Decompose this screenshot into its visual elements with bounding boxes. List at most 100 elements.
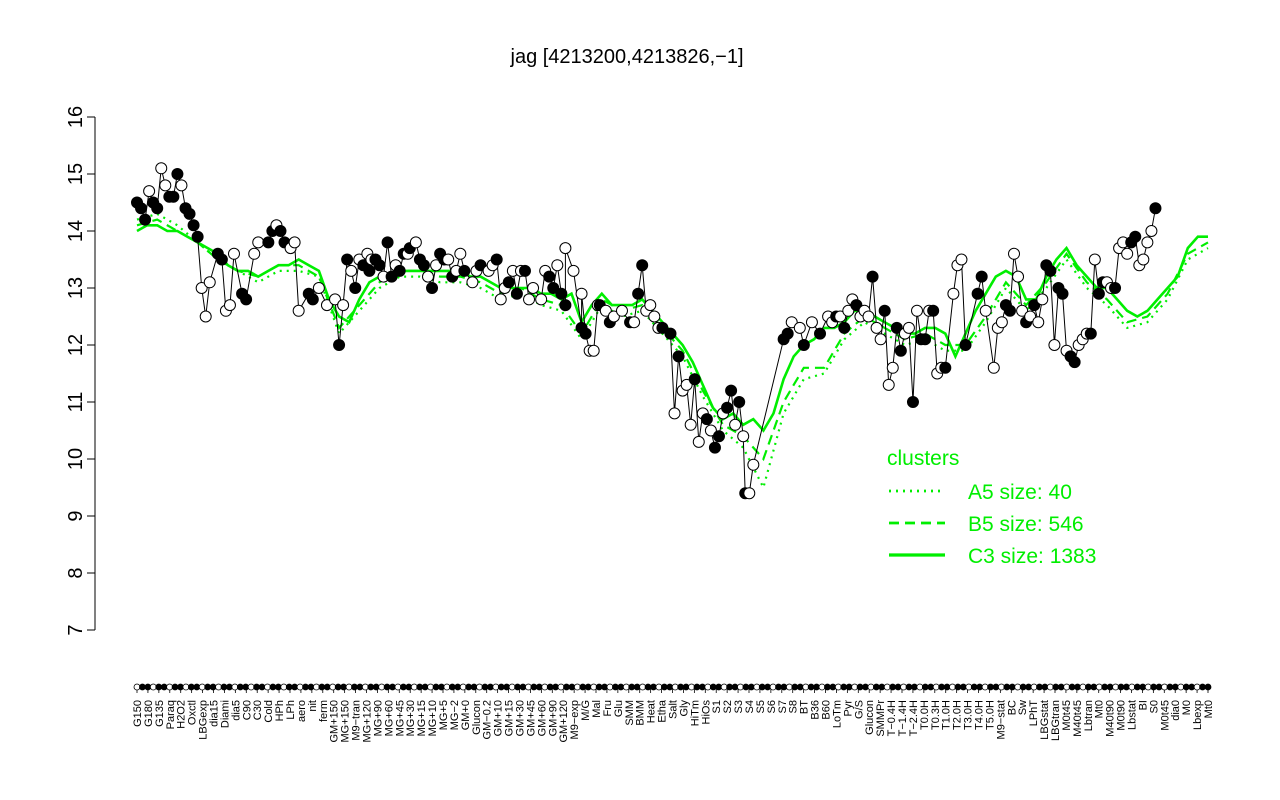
data-point [995, 316, 1008, 329]
x-tick-label: MG+30 [405, 700, 417, 736]
data-point [341, 253, 354, 266]
data-point [421, 270, 434, 283]
data-point [312, 282, 325, 294]
x-tick-label: S6 [766, 700, 778, 713]
data-point [842, 304, 855, 317]
x-tick-label: G/S [853, 700, 865, 719]
data-point [894, 344, 907, 357]
x-tick-label: LBGexp [198, 700, 210, 740]
data-point [688, 373, 701, 386]
y-tick-label: 13 [65, 277, 87, 299]
data-point [292, 304, 305, 317]
data-point [240, 293, 253, 306]
x-tick-label: S4 [744, 700, 756, 713]
data-point [262, 236, 275, 249]
x-tick-label: BI [1137, 700, 1149, 710]
data-point [1003, 304, 1016, 317]
y-tick-label: 11 [65, 392, 87, 413]
data-point [599, 304, 612, 317]
data-point [1129, 230, 1142, 243]
data-point [1145, 225, 1158, 237]
data-point [838, 321, 851, 334]
data-point [183, 207, 196, 220]
data-point [567, 264, 580, 277]
x-tick-label: M40t90 [1105, 700, 1117, 737]
data-point [363, 264, 376, 277]
x-tick-label: nit [307, 700, 319, 712]
data-point [939, 361, 952, 374]
x-tick-label: SMMPr [875, 700, 887, 737]
data-point [381, 236, 394, 249]
data-point [870, 321, 883, 334]
x-tick-label: aero [296, 700, 308, 722]
chart-title: jag [4213200,4213826,−1] [510, 46, 744, 68]
data-point [615, 304, 628, 317]
data-point [155, 162, 168, 175]
data-point [886, 361, 899, 374]
x-tick-label: Pyr [842, 700, 854, 717]
x-tick-label: MG+60 [383, 700, 395, 736]
x-tick-label: S1 [711, 700, 723, 713]
data-point [171, 168, 184, 180]
data-point [474, 259, 487, 272]
data-point [668, 407, 681, 420]
x-tick-label: HiOs [700, 700, 712, 725]
x-tick-label: BT [799, 700, 811, 714]
data-point [195, 282, 208, 294]
data-point [409, 236, 422, 249]
data-point [979, 304, 992, 317]
x-tick-label: S7 [777, 700, 789, 713]
data-point [747, 458, 760, 471]
x-tick-label: GM+10 [493, 700, 505, 736]
x-tick-label: M9−exp [569, 700, 581, 739]
y-tick-label: 14 [65, 220, 87, 242]
x-tick-label: Oxctl [187, 700, 199, 725]
data-point [510, 287, 523, 300]
data-point [1048, 339, 1061, 351]
data-point [628, 316, 641, 329]
data-point [737, 430, 750, 443]
x-tick-label: H2O2 [176, 700, 188, 729]
x-tick-label: BMM [635, 700, 647, 726]
data-point [442, 253, 455, 266]
data-point [947, 287, 960, 300]
x-tick-label: GM+0 [460, 700, 472, 730]
data-point [975, 270, 988, 283]
data-point [215, 253, 228, 266]
legend-entry-label: A5 size: 40 [968, 481, 1072, 504]
data-point [458, 264, 471, 277]
data-point [814, 327, 827, 340]
y-tick-label: 9 [65, 510, 87, 521]
x-tick-label: Glucon [471, 700, 483, 735]
data-point [306, 293, 319, 306]
data-point [1044, 264, 1057, 277]
data-point [559, 299, 572, 312]
data-point [743, 487, 756, 500]
data-point [393, 264, 406, 277]
data-point [349, 282, 362, 294]
x-tick-label: MG+5 [438, 700, 450, 730]
y-tick-label: 7 [65, 624, 87, 635]
x-tick-label: C30 [252, 700, 264, 720]
data-point [1012, 270, 1025, 283]
data-point [793, 321, 806, 334]
data-point [288, 236, 301, 249]
data-point [159, 179, 172, 192]
x-tick-label: Cold [263, 700, 275, 723]
data-point [874, 333, 887, 346]
data-point [733, 396, 746, 408]
data-point [135, 202, 148, 215]
data-point [704, 424, 717, 437]
data-point [862, 310, 875, 323]
x-tick-label: Fru [602, 700, 614, 717]
data-point [882, 378, 895, 391]
x-tick-label: S0 [1148, 700, 1160, 713]
x-tick-label: Mal [591, 700, 603, 718]
x-tick-label: Diami [219, 700, 231, 728]
data-point [575, 287, 588, 300]
data-point [203, 276, 216, 289]
x-rug-mark [1204, 683, 1212, 691]
x-tick-label: dia5 [230, 700, 242, 721]
data-point [1024, 310, 1037, 323]
data-point [1109, 282, 1122, 294]
